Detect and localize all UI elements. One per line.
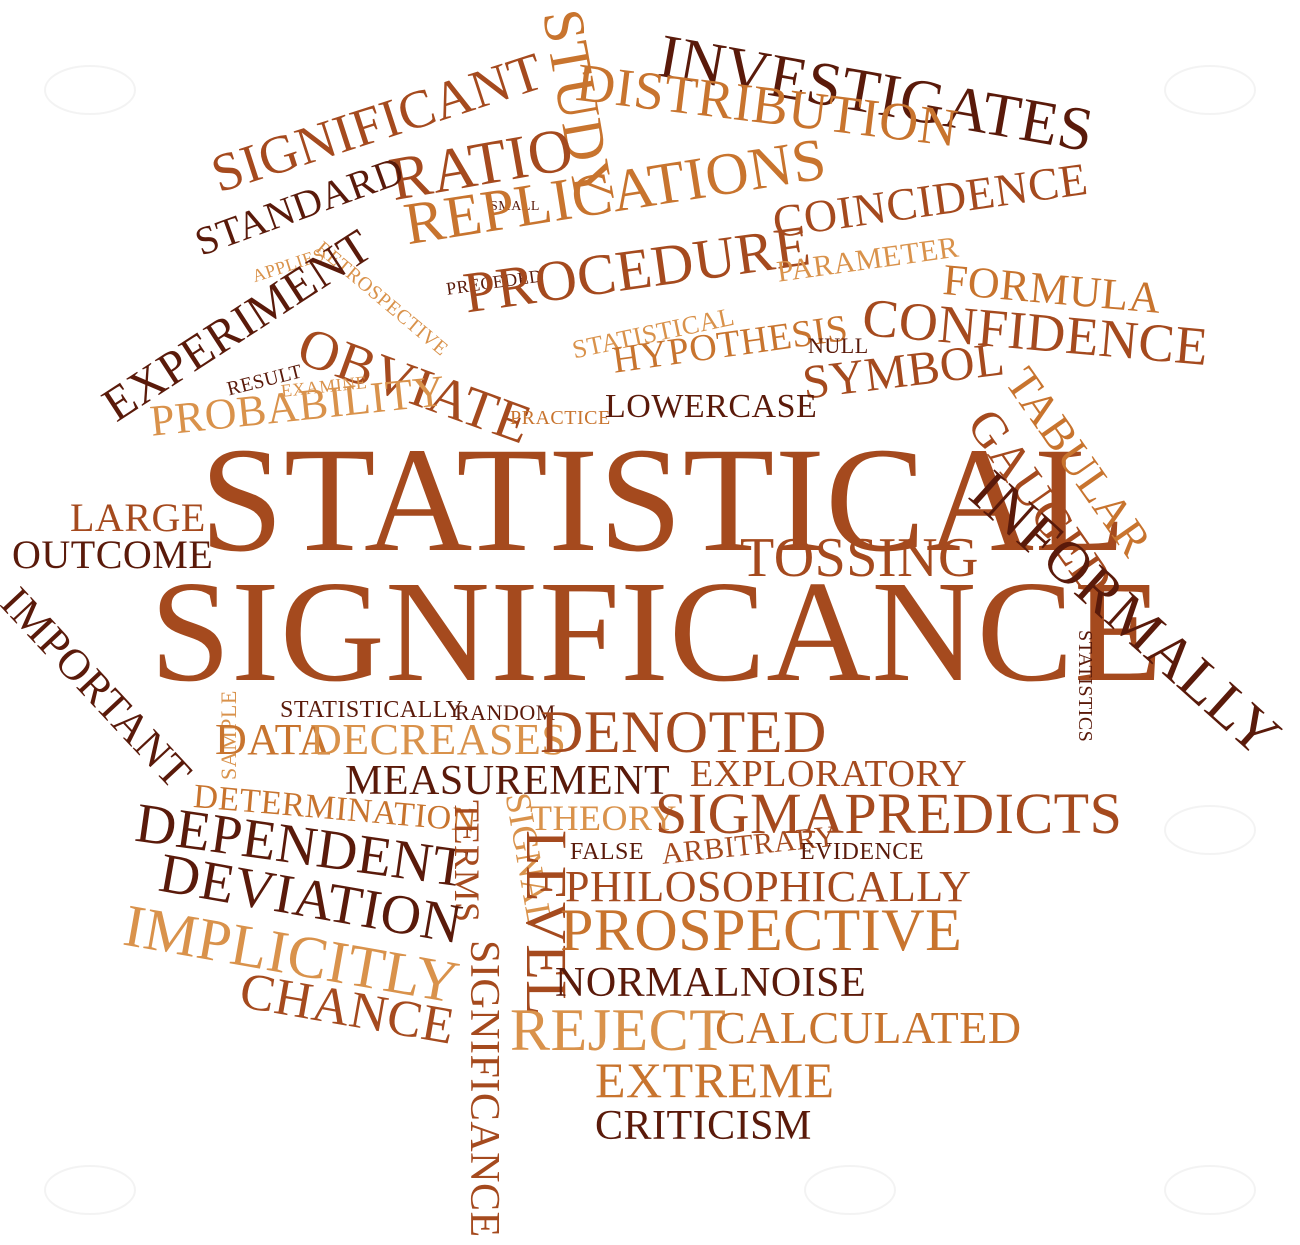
word-statistics: STATISTICS [1074, 630, 1096, 743]
watermark-icon [44, 65, 136, 115]
word-prospective: PROSPECTIVE [560, 897, 963, 963]
word-normalnoise: NORMALNOISE [555, 960, 867, 1006]
word-reject: REJECT [510, 997, 727, 1063]
word-evidence: EVIDENCE [800, 839, 924, 865]
word-measurement: MEASUREMENT [345, 758, 671, 804]
word-random: RANDOM [455, 700, 556, 725]
word-data: DATA [215, 715, 331, 764]
word-significance-vertical: SIGNIFICANCE [461, 940, 507, 1238]
word-philosophically: PHILOSOPHICALLY [565, 862, 972, 911]
word-exploratory: EXPLORATORY [690, 753, 968, 795]
word-statistically: STATISTICALLY [280, 697, 464, 723]
watermark-icon [804, 1165, 896, 1215]
word-statistical-main: STATISTICAL [200, 417, 1127, 583]
word-false: FALSE [570, 839, 645, 865]
word-null: NULL [808, 333, 869, 358]
word-significance-main: SIGNIFICANCE [150, 552, 1163, 712]
watermark-icon [1164, 65, 1256, 115]
word-large: LARGE [70, 495, 206, 540]
word-criticism: CRITICISM [595, 1103, 812, 1149]
watermark-icon [1164, 1165, 1256, 1215]
word-calculated: CALCULATED [715, 1002, 1022, 1053]
word-small: SMALL [490, 199, 540, 214]
word-sigmapredicts: SIGMAPREDICTS [655, 781, 1123, 846]
word-theory: THEORY [530, 798, 677, 838]
word-tossing: TOSSING [740, 527, 979, 589]
watermark-icon [1164, 805, 1256, 855]
word-decreases: DECREASES [310, 715, 567, 764]
watermark-icon [44, 1165, 136, 1215]
word-lowercase: LOWERCASE [605, 388, 818, 425]
word-practice: PRACTICE [510, 407, 611, 429]
word-outcome: OUTCOME [12, 532, 214, 577]
word-extreme: EXTREME [595, 1052, 835, 1108]
word-denoted: DENOTED [540, 699, 827, 765]
